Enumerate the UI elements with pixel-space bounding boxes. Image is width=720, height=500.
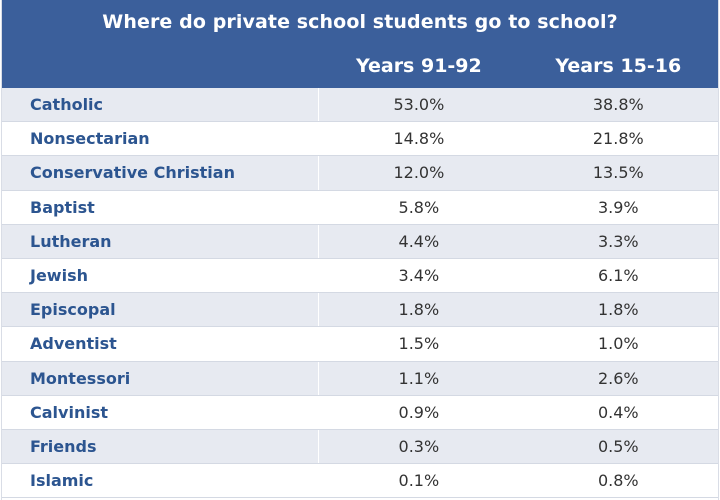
value-years-91-92: 1.1% bbox=[398, 368, 440, 388]
column-header-years-91-92: Years 91-92 bbox=[355, 55, 482, 77]
row-label: Episcopal bbox=[2, 293, 320, 327]
row-label: Montessori bbox=[2, 361, 320, 395]
row-label: Islamic bbox=[2, 464, 320, 498]
value-years-91-92: 12.0% bbox=[393, 163, 445, 183]
value-years-91-92: 1.8% bbox=[398, 300, 440, 320]
value-years-15-16: 1.0% bbox=[597, 334, 639, 354]
value-years-15-16: 6.1% bbox=[597, 266, 639, 286]
table-title: Where do private school students go to s… bbox=[2, 0, 718, 44]
table-row: Jewish 3.4% 6.1% bbox=[2, 258, 718, 294]
value-years-15-16: 0.4% bbox=[597, 402, 639, 422]
value-years-15-16: 1.8% bbox=[597, 300, 639, 320]
value-years-15-16: 0.5% bbox=[597, 436, 639, 456]
value-years-91-92: 53.0% bbox=[393, 95, 445, 115]
table-row: Lutheran 4.4% 3.3% bbox=[2, 224, 718, 259]
table-row: Islamic 0.1% 0.8% bbox=[2, 464, 718, 499]
row-label: Adventist bbox=[2, 327, 320, 361]
value-years-91-92: 4.4% bbox=[398, 231, 440, 251]
value-years-91-92: 3.4% bbox=[398, 266, 440, 286]
table-row: Montessori 1.1% 2.6% bbox=[2, 361, 718, 396]
value-years-91-92: 0.3% bbox=[398, 436, 440, 456]
table-row: Friends 0.3% 0.5% bbox=[2, 429, 718, 465]
table-row: Calvinist 0.9% 0.4% bbox=[2, 395, 718, 430]
row-label: Conservative Christian bbox=[2, 156, 320, 190]
row-label: Calvinist bbox=[2, 395, 320, 429]
table-row: Adventist 1.5% 1.0% bbox=[2, 327, 718, 362]
table-body: Catholic 53.0% 38.8% Nonsectarian 14.8% 21.8%… bbox=[2, 88, 718, 499]
value-years-15-16: 38.8% bbox=[592, 95, 644, 115]
value-years-15-16: 0.8% bbox=[597, 471, 639, 491]
row-label: Friends bbox=[2, 429, 320, 464]
value-years-15-16: 21.8% bbox=[592, 129, 644, 149]
table-row: Catholic 53.0% 38.8% bbox=[2, 88, 718, 123]
table-row: Episcopal 1.8% 1.8% bbox=[2, 293, 718, 328]
value-years-91-92: 0.1% bbox=[398, 471, 440, 491]
table-row: Baptist 5.8% 3.9% bbox=[2, 190, 718, 225]
table-row: Conservative Christian 12.0% 13.5% bbox=[2, 156, 718, 191]
value-years-15-16: 3.3% bbox=[597, 231, 639, 251]
column-header-row: Years 91-92 Years 15-16 bbox=[2, 44, 718, 88]
value-years-91-92: 14.8% bbox=[393, 129, 445, 149]
value-years-15-16: 3.9% bbox=[597, 197, 639, 217]
row-label: Lutheran bbox=[2, 224, 320, 258]
value-years-91-92: 1.5% bbox=[398, 334, 440, 354]
row-label: Jewish bbox=[2, 258, 320, 293]
value-years-15-16: 13.5% bbox=[592, 163, 644, 183]
value-years-91-92: 5.8% bbox=[398, 197, 440, 217]
row-label: Baptist bbox=[2, 190, 320, 224]
column-header-years-15-16: Years 15-16 bbox=[555, 55, 682, 77]
value-years-15-16: 2.6% bbox=[597, 368, 639, 388]
table-row: Nonsectarian 14.8% 21.8% bbox=[2, 122, 718, 157]
row-label: Nonsectarian bbox=[2, 122, 320, 156]
value-years-91-92: 0.9% bbox=[398, 402, 440, 422]
row-label: Catholic bbox=[2, 88, 320, 122]
